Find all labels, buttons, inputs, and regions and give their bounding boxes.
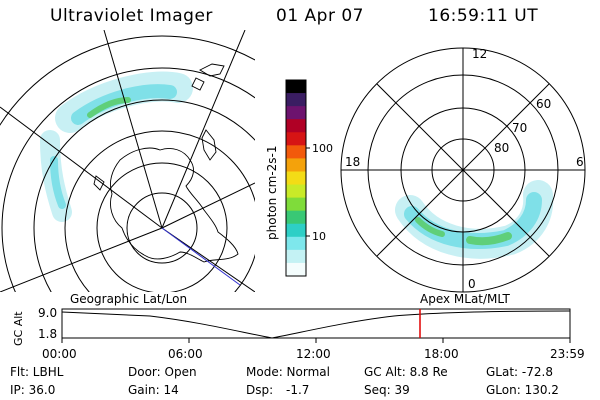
status-info: Flt: LBHL IP: 36.0 Door: Open Gain: 14 M… [10,365,559,397]
mlt-lines [341,48,585,292]
date-label: 01 Apr 07 [276,6,364,26]
filter-info: Flt: LBHL [10,365,64,379]
colorbar-tick-label-100: 100 [312,142,333,155]
altitude-plot-frame [61,308,571,339]
colorbar-stripe [286,171,306,186]
colorbar-unit-label: photon cm-2s-1 [265,146,279,241]
colorbar-stripe [286,119,306,133]
magnetic-polar-plot: 12 6 0 18 60 70 80 [340,47,586,293]
geographic-map-label: Geographic Lat/Lon [70,292,187,306]
mlat-label-70: 70 [512,121,527,135]
geographic-map [0,30,255,292]
mlt-labels: 12 6 0 18 [345,47,584,291]
time-tick-0600: 06:00 [168,347,203,361]
colorbar-stripe [286,210,306,225]
glat-info: GLat: -72.8 [486,365,553,379]
colorbar-stripe [286,80,306,94]
colorbar-stripe [286,249,306,264]
mlt-label-12: 12 [472,47,487,61]
dsp-value: -1.7 [286,383,309,397]
altitude-x-ticks [61,338,571,343]
colorbar: 100 10 photon cm-2s-1 [265,79,333,277]
altitude-tick-9: 9.0 [38,306,57,320]
altitude-tick-1-8: 1.8 [38,327,57,341]
colorbar-stripe [286,93,306,107]
seq-info: Seq: 39 [364,383,410,397]
door-info: Door: Open [128,365,197,379]
magnetic-map-label: Apex MLat/MLT [420,292,510,306]
time-tick-0000: 00:00 [42,347,77,361]
aurora-emission-left [40,71,193,222]
meridian-lines [0,30,255,292]
colorbar-stripe [286,223,306,238]
altitude-plot: GC Alt 9.0 1.8 00:00 06:00 12:00 18:00 2… [12,306,585,361]
glon-info: GLon: 130.2 [486,383,559,397]
colorbar-stripe [286,132,306,146]
colorbar-stripe [286,145,306,159]
altitude-axis-label: GC Alt [12,311,25,346]
mlat-label-80: 80 [494,141,509,155]
colorbar-gradient [286,80,306,277]
altitude-curve [61,310,571,339]
latitude-circles [0,35,255,292]
mlat-labels: 60 70 80 [494,97,551,155]
time-tick-2359: 23:59 [550,347,585,361]
colorbar-stripe [286,106,306,120]
mlt-label-18: 18 [345,155,360,169]
mlt-label-6: 6 [576,155,584,169]
dsp-label: Dsp: [246,383,273,397]
altitude-x-tick-labels: 00:00 06:00 12:00 18:00 23:59 [42,347,585,361]
ip-info: IP: 36.0 [10,383,55,397]
colorbar-stripe [286,184,306,199]
mlat-label-60: 60 [536,97,551,111]
colorbar-tick-label-10: 10 [312,230,326,243]
gc-alt-info: GC Alt: 8.8 Re [364,365,448,379]
colorbar-stripe [286,197,306,212]
aurora-emission-right [395,180,554,259]
gain-info: Gain: 14 [128,383,179,397]
satellite-track [161,227,241,286]
coastlines [93,63,239,263]
time-tick-1800: 18:00 [424,347,459,361]
mlt-label-0: 0 [468,277,476,291]
app-title: Ultraviolet Imager [50,6,213,26]
colorbar-stripe [286,158,306,172]
colorbar-stripe [286,236,306,251]
mode-info: Mode: Normal [246,365,330,379]
time-label: 16:59:11 UT [428,6,539,26]
time-tick-1200: 12:00 [296,347,331,361]
colorbar-frame [285,79,307,277]
colorbar-stripe [286,262,306,277]
